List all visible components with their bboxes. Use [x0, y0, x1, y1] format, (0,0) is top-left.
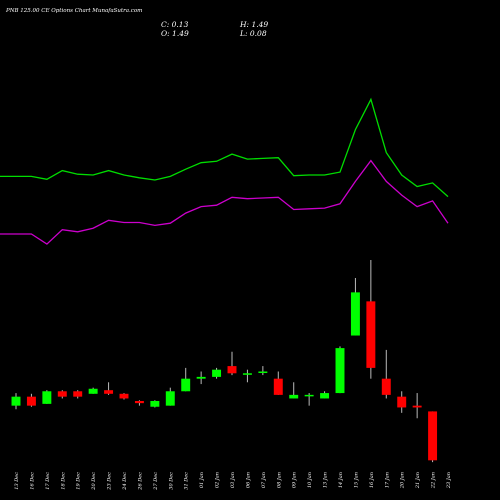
- x-axis-tick-labels: 13 Dec 16 Dec 17 Dec 18 Dec 19 Dec 20 Dec 23 D…: [14, 472, 452, 491]
- candlestick-series: [11, 260, 438, 463]
- x-tick-label: 21 Jan: [415, 472, 421, 489]
- x-tick-label: 18 Dec: [60, 472, 66, 490]
- x-tick-label: 22 Jan: [431, 472, 437, 489]
- x-tick-label: 26 Dec: [137, 472, 143, 491]
- x-tick-label: 19 Dec: [76, 472, 82, 490]
- x-tick-label: 20 Jan: [400, 472, 406, 489]
- candle-body: [412, 405, 422, 408]
- candle-body: [11, 396, 21, 406]
- candle-body: [242, 373, 252, 375]
- x-tick-label: 23 Jan: [446, 472, 452, 489]
- x-tick-label: 15 Jan: [353, 472, 359, 488]
- close-value: C: 0.13: [161, 20, 189, 29]
- candle-body: [381, 378, 391, 395]
- x-tick-label: 30 Dec: [168, 472, 174, 490]
- candle-body: [258, 371, 268, 373]
- candle-body: [181, 378, 191, 392]
- lower-band-line: [0, 159, 449, 245]
- x-tick-label: 17 Jan: [384, 472, 390, 488]
- x-tick-label: 16 Dec: [29, 472, 35, 490]
- candle-body: [134, 400, 144, 404]
- candle-body: [150, 400, 160, 407]
- band-lines: [0, 97, 449, 245]
- x-tick-label: 09 Jan: [292, 472, 298, 488]
- x-tick-label: 01 Jan: [199, 472, 205, 488]
- candle-body: [320, 393, 330, 399]
- candle-body: [88, 388, 98, 394]
- candle-body: [57, 391, 67, 397]
- x-tick-label: 31 Dec: [184, 472, 190, 490]
- high-value: H: 1.49: [240, 20, 269, 29]
- candle-body: [196, 376, 206, 379]
- candle-body: [165, 391, 175, 406]
- x-tick-label: 03 Jan: [230, 472, 236, 488]
- candle-body: [366, 301, 376, 368]
- candle-body: [428, 411, 438, 461]
- candle-body: [212, 369, 222, 377]
- x-tick-label: 08 Jan: [276, 472, 282, 488]
- x-tick-label: 17 Dec: [45, 472, 51, 490]
- x-tick-label: 02 Jan: [215, 472, 221, 488]
- x-tick-label: 23 Dec: [107, 472, 113, 491]
- x-tick-label: 24 Dec: [122, 472, 128, 491]
- candle-body: [350, 292, 360, 336]
- x-tick-label: 07 Jan: [261, 472, 267, 488]
- chart-title: PNB 125.00 CE Options Chart MunafaSutra.…: [6, 8, 143, 14]
- candle-body: [26, 396, 36, 406]
- open-value: O: 1.49: [161, 29, 189, 38]
- candle-body: [397, 396, 407, 408]
- candle-body: [335, 348, 345, 394]
- upper-band-line: [0, 97, 449, 198]
- x-tick-label: 20 Dec: [91, 472, 97, 491]
- candle-body: [227, 366, 237, 374]
- candle-body: [289, 394, 299, 399]
- candle-body: [104, 390, 114, 394]
- candle-body: [73, 391, 83, 397]
- x-tick-label: 10 Jan: [307, 472, 313, 488]
- candle-body: [273, 378, 283, 395]
- candle-body: [42, 391, 52, 404]
- low-value: L: 0.08: [240, 29, 267, 38]
- candle-body: [304, 394, 314, 397]
- x-tick-label: 16 Jan: [369, 472, 375, 488]
- candle-body: [119, 393, 129, 399]
- x-tick-label: 27 Dec: [153, 472, 159, 491]
- x-tick-label: 06 Jan: [245, 472, 251, 488]
- x-tick-label: 13 Dec: [14, 472, 20, 490]
- x-tick-label: 14 Jan: [338, 472, 344, 488]
- x-tick-label: 13 Jan: [323, 472, 329, 488]
